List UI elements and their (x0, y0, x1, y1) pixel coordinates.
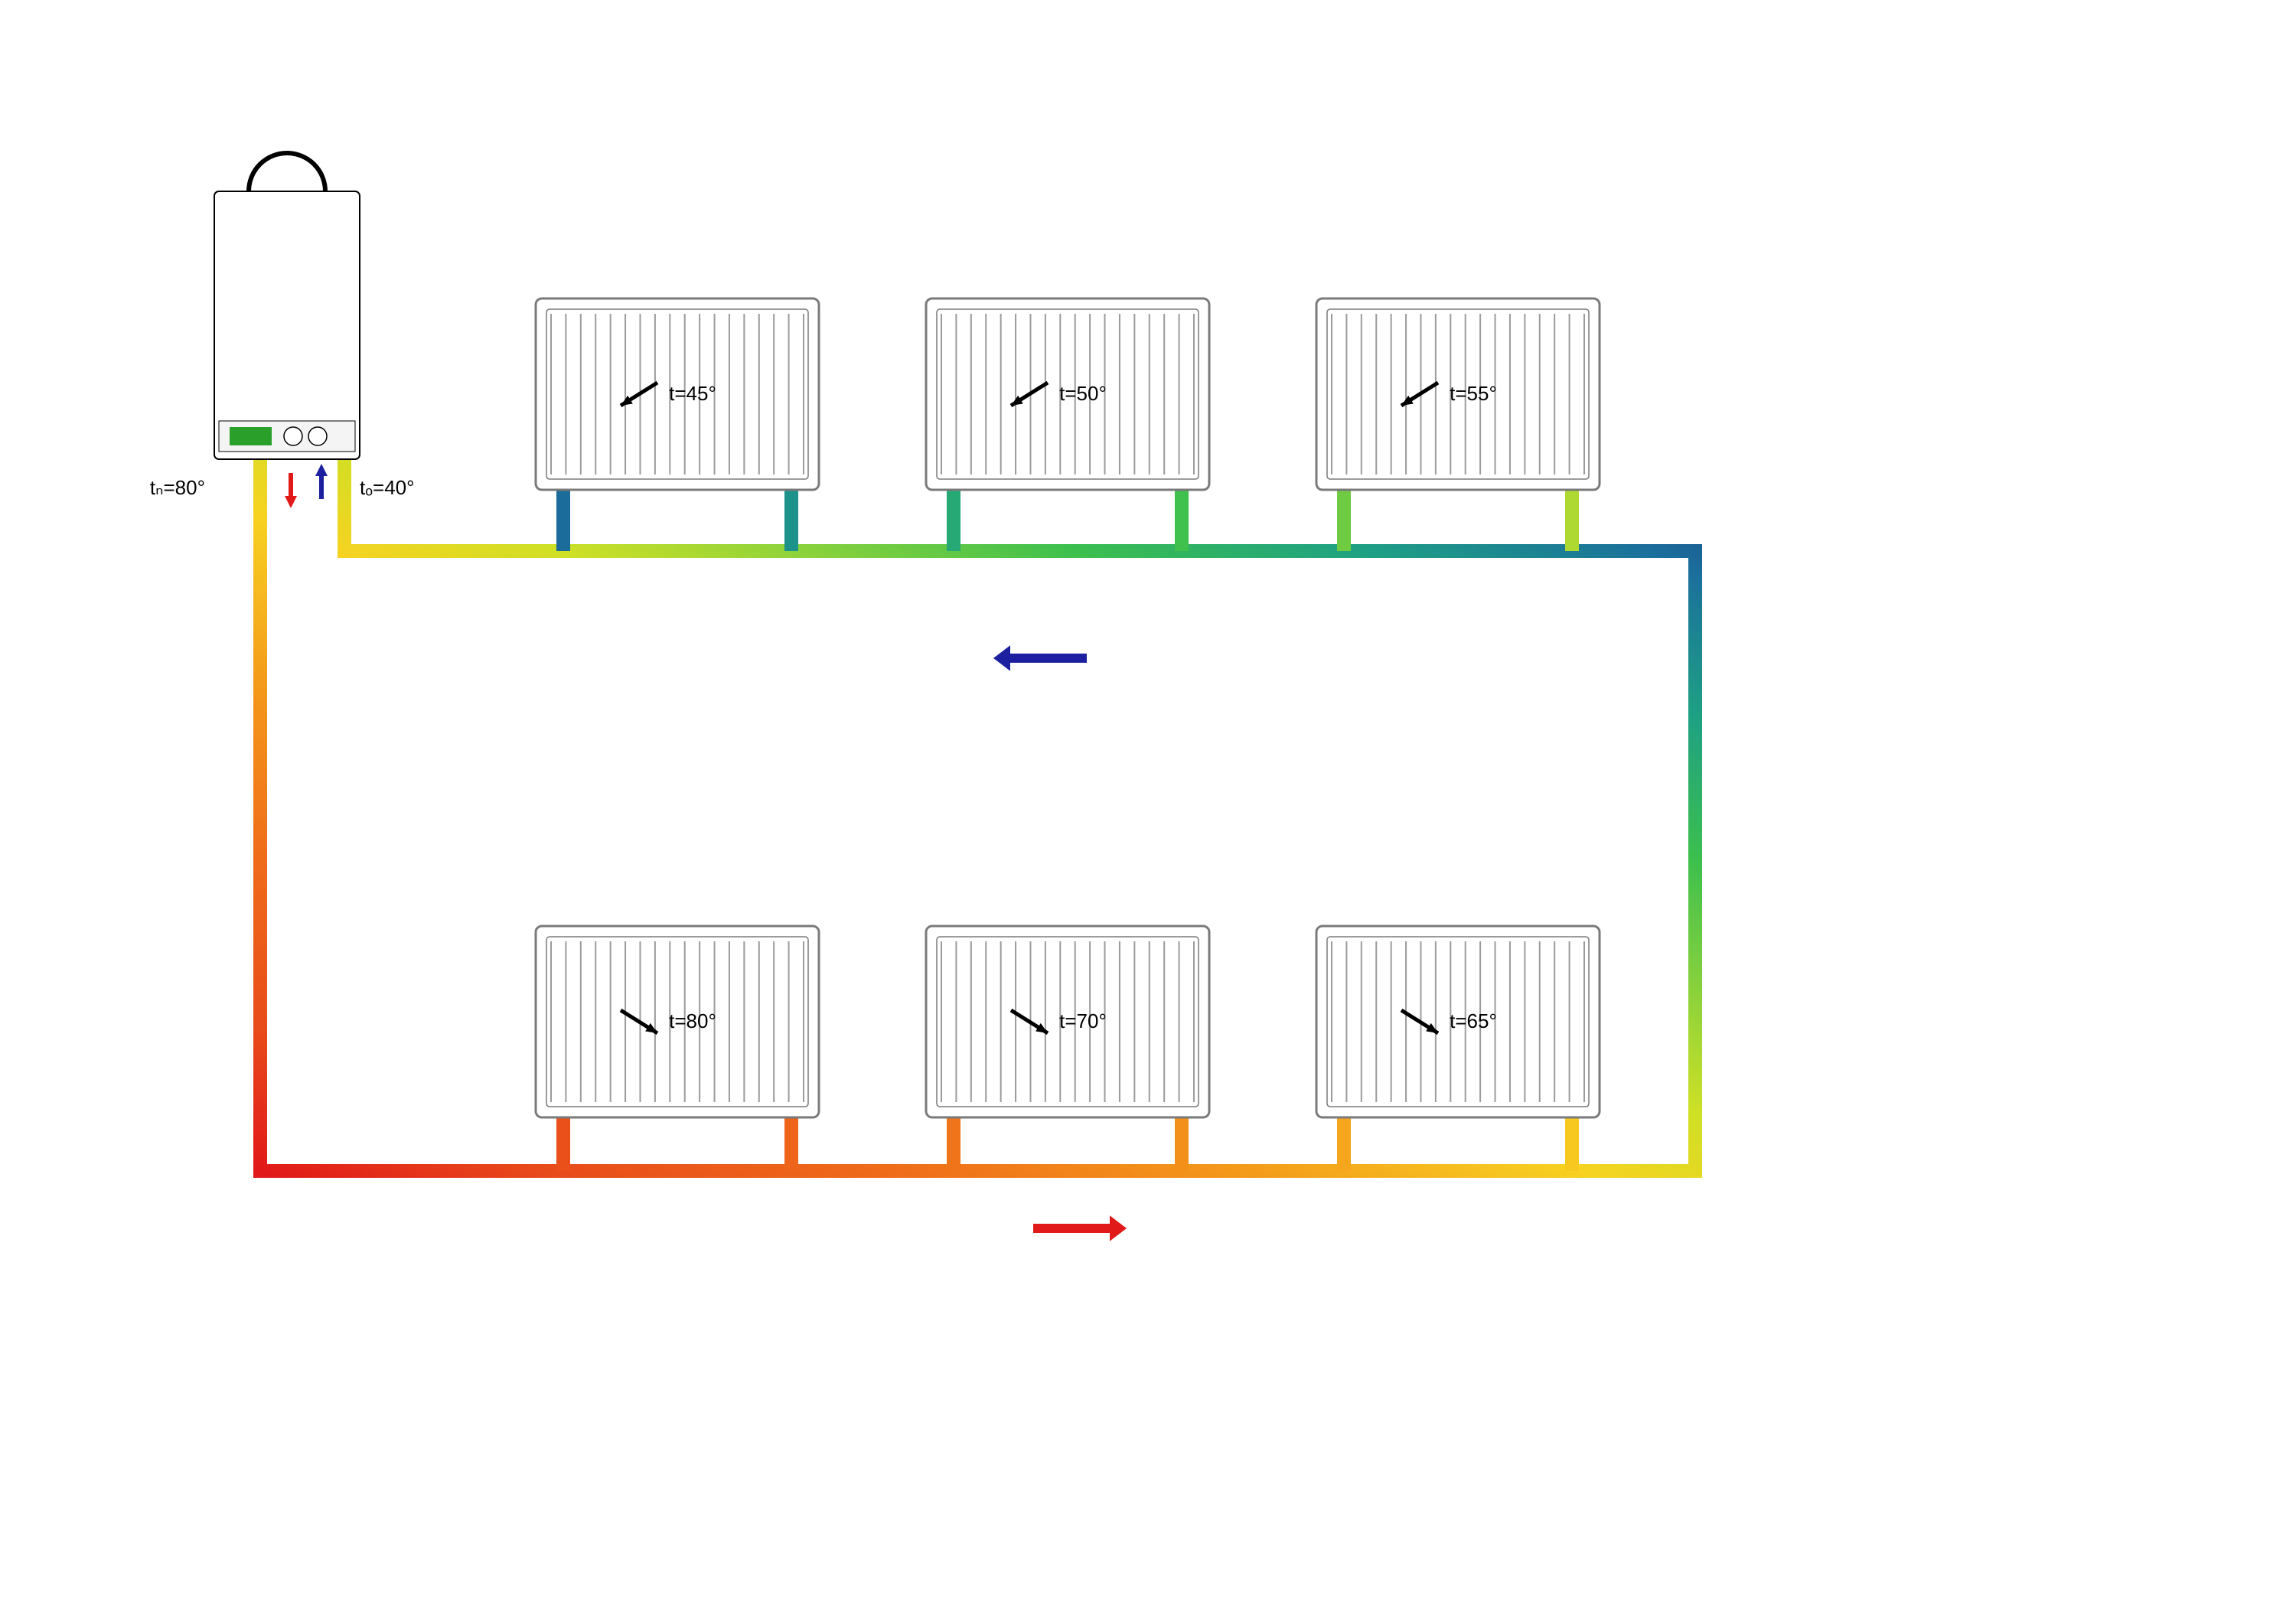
flow-arrow-return-head (993, 645, 1010, 671)
radiator-temp-label-top-2: t=55° (1450, 382, 1497, 405)
boiler-handle (249, 153, 325, 191)
radiator-top-1: t=50° (926, 298, 1209, 490)
radiator-temp-label-bottom-2: t=65° (1450, 1009, 1497, 1032)
boiler-dial-2 (308, 427, 327, 445)
boiler-return-temp-label: tₒ=40° (360, 476, 415, 499)
boiler-out-arrowhead (285, 496, 297, 508)
flow-arrow-supply-head (1110, 1215, 1127, 1241)
radiator-bottom-1: t=70° (926, 926, 1209, 1117)
radiator-temp-label-bottom-0: t=80° (669, 1009, 716, 1032)
boiler-display (230, 427, 272, 445)
radiator-bottom-2: t=65° (1316, 926, 1600, 1117)
boiler-in-arrowhead (315, 464, 328, 476)
radiator-temp-label-top-0: t=45° (669, 382, 716, 405)
radiator-temp-label-bottom-1: t=70° (1059, 1009, 1107, 1032)
radiator-top-0: t=45° (536, 298, 819, 490)
boiler-supply-temp-label: tₙ=80° (150, 476, 205, 499)
radiator-top-2: t=55° (1316, 298, 1600, 490)
radiator-temp-label-top-1: t=50° (1059, 382, 1107, 405)
boiler: tₙ=80° tₒ=40° (150, 153, 415, 508)
boiler-dial-1 (284, 427, 302, 445)
boiler-body (214, 191, 360, 459)
radiator-bottom-0: t=80° (536, 926, 819, 1117)
